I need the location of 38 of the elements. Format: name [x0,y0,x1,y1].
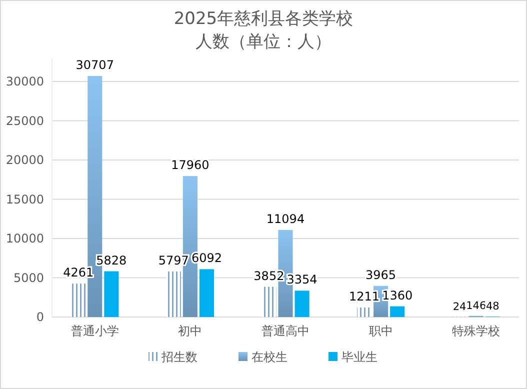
data-label: 30707 [76,58,114,72]
y-tick-label: 25000 [6,114,44,128]
data-label: 11094 [266,212,305,226]
legend-label: 在校生 [252,350,288,364]
legend-label: 毕业生 [342,350,378,364]
data-label: 48 [486,300,500,313]
bar [390,306,405,317]
y-tick-label: 5000 [13,270,44,285]
data-label: 17960 [171,158,210,172]
bar [104,271,119,317]
bar [262,286,276,317]
bar [294,290,310,317]
x-tick-label: 普通小学 [70,324,119,338]
data-label: 5797 [158,254,189,268]
legend-label: 招生数 [160,350,198,364]
data-label: 1360 [382,288,413,302]
x-tick-label: 普通高中 [262,324,310,338]
chart-title: 2025年慈利县各类学校 [174,9,354,29]
chart-subtitle: 人数（单位：人） [196,32,332,52]
bar [356,307,372,317]
y-tick-label: 0 [36,310,44,324]
bar [71,284,86,317]
y-tick-label: 15000 [6,192,44,206]
x-tick-label: 特殊学校 [452,324,500,338]
y-tick-label: 30000 [6,74,44,89]
bar [199,269,214,317]
data-label: 6092 [191,251,222,266]
x-tick-label: 职中 [368,324,393,338]
data-label: 1211 [348,289,380,304]
y-tick-label: 20000 [6,153,44,168]
bar [166,272,181,317]
data-label: 3852 [254,268,284,283]
data-label: 3354 [286,272,318,287]
data-label: 3965 [366,268,396,282]
x-tick-label: 初中 [178,324,202,338]
data-label: 24 [452,300,467,313]
data-label: 146 [466,300,486,312]
y-tick-label: 10000 [6,232,44,246]
